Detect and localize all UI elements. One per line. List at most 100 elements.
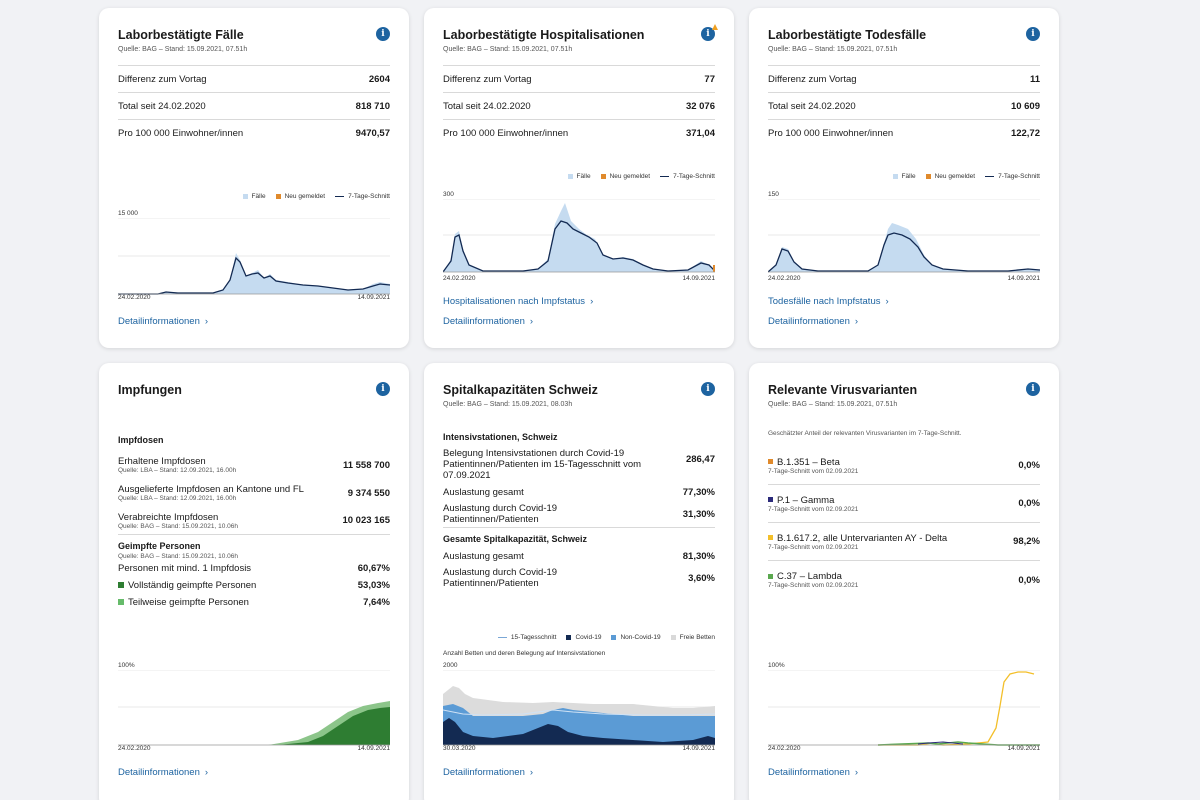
detail-link-label: Detailinformationen [768, 316, 850, 327]
card-hospitalisations: Laborbestätigte Hospitalisationen Quelle… [424, 8, 734, 348]
persons-value: 53,03% [357, 580, 390, 591]
icu-value: 286,47 [685, 454, 715, 465]
detail-link[interactable]: Detailinformationen › [768, 316, 858, 327]
variant-value: 0,0% [1018, 460, 1040, 471]
x-axis-start: 24.02.2020 [118, 745, 151, 752]
chevron-right-icon: › [590, 296, 594, 307]
info-icon[interactable]: i [376, 382, 390, 396]
persons-row: Teilweise geimpfte Personen 7,64% [118, 594, 390, 611]
kv-value: 32 076 [685, 100, 715, 112]
kv-value: 9470,57 [355, 128, 390, 139]
total-label: Auslastung gesamt [443, 551, 524, 562]
persons-label: Personen mit mind. 1 Impfdosis [118, 563, 252, 574]
dose-value: 9 374 550 [347, 487, 390, 499]
dose-label: Ausgelieferte Impfdosen an Kantone und F… [118, 484, 304, 495]
x-axis-start: 24.02.2020 [768, 275, 801, 282]
section-title: Geimpfte Personen [118, 541, 201, 551]
legend-swatch-partial [118, 599, 124, 606]
legend-item-avg: 7-Tage-Schnitt [335, 193, 390, 200]
legend-item-new: Neu gemeldet [275, 193, 325, 200]
chart-legend: Fälle Neu gemeldet 7-Tage-Schnitt [892, 173, 1040, 180]
chart-caption: Anzahl Betten und deren Belegung auf Int… [443, 650, 606, 657]
key-values: Differenz zum Vortag 11 Total seit 24.02.… [768, 65, 1040, 147]
kv-label: Differenz zum Vortag [443, 73, 532, 85]
detail-link[interactable]: Detailinformationen › [443, 316, 533, 327]
info-icon[interactable]: i [1026, 27, 1040, 41]
icu-row: Auslastung durch Covid-19 Patientinnen/P… [443, 501, 715, 528]
x-axis-start: 24.02.2020 [118, 294, 151, 301]
kv-label: Differenz zum Vortag [118, 73, 207, 85]
vaccination-status-link-label: Hospitalisationen nach Impfstatus [443, 296, 586, 307]
x-axis-end: 14.09.2021 [357, 745, 390, 752]
persons-value: 7,64% [363, 597, 390, 608]
variant-label: P.1 – Gamma [777, 494, 835, 506]
x-axis-end: 14.09.2021 [1007, 745, 1040, 752]
legend-item-15day: 15-Tagesschnitt [497, 634, 556, 641]
variants-chart [768, 670, 1040, 746]
kv-row: Total seit 24.02.2020 818 710 [118, 93, 390, 120]
kv-label: Total seit 24.02.2020 [443, 100, 531, 112]
y-axis-max: 100% [768, 662, 785, 669]
dose-label: Verabreichte Impfdosen [118, 511, 219, 523]
legend-item-free: Freie Betten [670, 634, 715, 641]
persons-value: 60,67% [357, 563, 390, 574]
kv-row: Differenz zum Vortag 2604 [118, 66, 390, 93]
icu-label: Belegung Intensivstationen durch Covid-1… [443, 448, 642, 481]
legend-swatch-full [118, 582, 124, 589]
info-icon[interactable]: i [376, 27, 390, 41]
card-source: Quelle: BAG – Stand: 15.09.2021, 08.03h [443, 401, 573, 408]
dose-text: Ausgelieferte Impfdosen an Kantone und F… [118, 484, 304, 502]
y-axis-max: 300 [443, 191, 454, 198]
detail-link[interactable]: Detailinformationen › [443, 767, 533, 778]
kv-row: Pro 100 000 Einwohner/innen 122,72 [768, 120, 1040, 147]
card-source: Quelle: BAG – Stand: 15.09.2021, 07.51h [443, 46, 573, 53]
kv-value: 11 [1029, 73, 1040, 85]
kv-row: Pro 100 000 Einwohner/innen 371,04 [443, 120, 715, 147]
variant-label-wrap: P.1 – Gamma [768, 495, 858, 506]
icu-value: 77,30% [682, 487, 715, 498]
info-icon[interactable]: i [701, 24, 718, 41]
persons-label-wrap: Vollständig geimpfte Personen [118, 580, 256, 591]
legend-item-avg: 7-Tage-Schnitt [660, 173, 715, 180]
persons-label: Vollständig geimpfte Personen [128, 580, 257, 591]
kv-label: Pro 100 000 Einwohner/innen [768, 128, 894, 139]
icu-label: Auslastung durch Covid-19 Patientinnen/P… [443, 503, 558, 525]
card-source: Quelle: BAG – Stand: 15.09.2021, 07.51h [768, 401, 898, 408]
icu-row: Auslastung gesamt 77,30% [443, 484, 715, 501]
detail-link[interactable]: Detailinformationen › [118, 316, 208, 327]
card-hospital-capacities: Spitalkapazitäten Schweiz Quelle: BAG – … [424, 363, 734, 800]
card-title: Spitalkapazitäten Schweiz [443, 383, 598, 397]
chevron-right-icon: › [885, 296, 889, 307]
kv-value: 2604 [368, 73, 390, 85]
dose-source: Quelle: LBA – Stand: 12.09.2021, 16.00h [118, 495, 237, 502]
detail-link[interactable]: Detailinformationen › [768, 767, 858, 778]
card-source: Quelle: BAG – Stand: 15.09.2021, 07.51h [768, 46, 898, 53]
vaccination-status-link[interactable]: Todesfälle nach Impfstatus › [768, 296, 889, 307]
kv-label: Total seit 24.02.2020 [118, 100, 206, 112]
card-cases: Laborbestätigte Fälle Quelle: BAG – Stan… [99, 8, 409, 348]
x-axis-end: 14.09.2021 [1007, 275, 1040, 282]
kv-label: Total seit 24.02.2020 [768, 100, 856, 112]
legend-item-cases: Fälle [567, 173, 591, 180]
variant-sub: 7-Tage-Schnitt vom 02.09.2021 [768, 543, 859, 551]
card-title: Impfungen [118, 383, 182, 397]
card-vaccinations: Impfungen i Impfdosen Erhaltene Impfdose… [99, 363, 409, 800]
icu-row: Belegung Intensivstationen durch Covid-1… [443, 448, 715, 484]
variant-label: B.1.351 – Beta [777, 456, 840, 468]
vaccination-status-link[interactable]: Hospitalisationen nach Impfstatus › [443, 296, 593, 307]
section-title: Impfdosen [118, 435, 164, 445]
kv-value: 77 [704, 73, 715, 85]
hospitalisations-chart [443, 199, 715, 273]
detail-link[interactable]: Detailinformationen › [118, 767, 208, 778]
legend-item-cases: Fälle [242, 193, 266, 200]
cases-chart [118, 218, 390, 295]
info-icon[interactable]: i [701, 382, 715, 396]
variant-row: B.1.617.2, alle Untervarianten AY - Delt… [768, 523, 1040, 561]
y-axis-max: 2000 [443, 662, 458, 669]
kv-label: Differenz zum Vortag [768, 73, 857, 85]
variant-swatch [768, 535, 773, 541]
info-icon[interactable]: i [1026, 382, 1040, 396]
total-value: 81,30% [682, 551, 715, 562]
variant-label-wrap: B.1.617.2, alle Untervarianten AY - Delt… [768, 533, 947, 544]
icu-value: 31,30% [682, 508, 715, 520]
